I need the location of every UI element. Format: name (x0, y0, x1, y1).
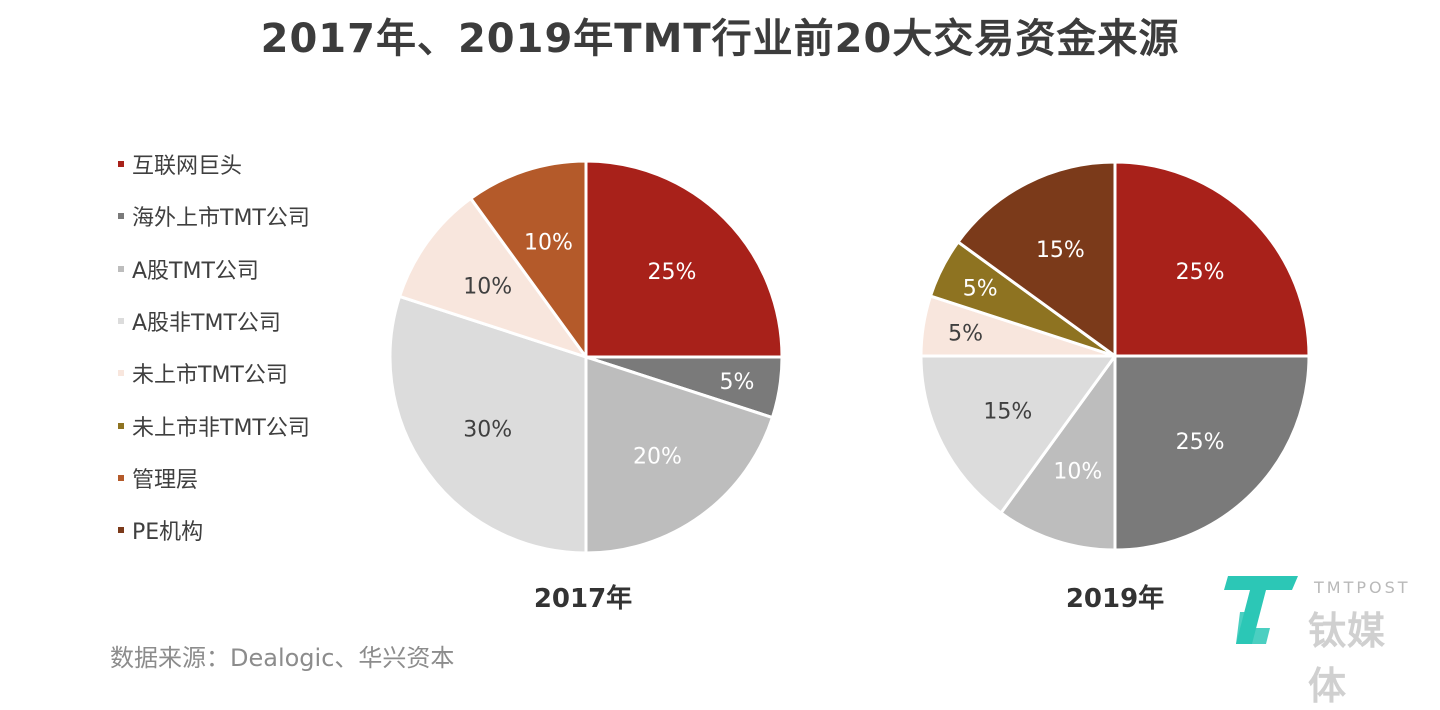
pie-slice-label: 10% (463, 275, 512, 300)
legend-item: A股非TMT公司 (118, 295, 310, 347)
legend-item: PE机构 (118, 504, 310, 556)
legend: 互联网巨头海外上市TMT公司 A股TMT公司 A股非TMT公司 未上市TMT公司 未上市… (118, 138, 310, 556)
pie-slice-label: 20% (633, 444, 682, 469)
legend-swatch (118, 527, 124, 534)
pie-slice-label: 30% (463, 417, 512, 442)
legend-label: 未上市TMT公司 (132, 363, 288, 389)
pie-2017: 25% 5% 20% 30% 10% 10% (388, 159, 784, 555)
pie-slice-label: 25% (647, 260, 696, 285)
legend-label: PE机构 (132, 520, 204, 546)
legend-swatch (118, 161, 124, 168)
legend-swatch (118, 422, 124, 429)
pie-2019-title: 2019年 (1065, 584, 1165, 614)
chart-title: 2017年、2019年TMT行业前20大交易资金来源 (260, 16, 1180, 62)
pie-slice-label: 5% (720, 370, 755, 395)
legend-item: 未上市非TMT公司 (118, 399, 310, 451)
pie-slice (998, 351, 1117, 552)
legend-swatch (118, 213, 124, 220)
pie-slice (397, 196, 590, 360)
legend-item: A股TMT公司 (118, 243, 310, 295)
pie-slice (1113, 160, 1311, 358)
legend-label: 互联网巨头 (132, 154, 243, 180)
legend-label: A股非TMT公司 (132, 311, 281, 337)
pie-2017-title: 2017年 (533, 584, 633, 614)
logo-text-en: TMTPOST (1314, 578, 1411, 597)
legend-swatch (118, 370, 124, 377)
pie-slice-label: 10% (1053, 459, 1102, 484)
pie-slice (468, 159, 588, 362)
pie-slice-label: 5% (948, 321, 983, 346)
pie-2019: 25% 25% 10% 15% 5% 5% 15% (919, 160, 1311, 552)
tmtpost-logo-icon (1224, 576, 1298, 644)
legend-item: 海外上市TMT公司 (118, 190, 310, 242)
pie-slice-label: 25% (1176, 260, 1225, 285)
source-note: 数据来源：Dealogic、华兴资本 (110, 644, 455, 672)
tmtpost-logo: TMTPOST 钛媒体 (1222, 572, 1422, 708)
legend-label: 管理层 (132, 467, 199, 493)
legend-item: 未上市TMT公司 (118, 347, 310, 399)
pie-slice (584, 159, 784, 359)
pie-slice-label: 5% (963, 276, 998, 301)
pie-slice (955, 160, 1117, 359)
pie-charts: 25% 5% 20% 30% 10% 10% 25% 25% 10% 15% 5% 5% 15% (388, 159, 1311, 555)
legend-label: 海外上市TMT公司 (132, 206, 310, 232)
pie-slice (919, 354, 1118, 516)
legend-label: 未上市非TMT公司 (132, 415, 310, 441)
legend-item: 管理层 (118, 452, 310, 504)
legend-label: A股TMT公司 (132, 258, 259, 284)
pie-slice (1113, 354, 1311, 552)
pie-slice-label: 15% (983, 400, 1032, 425)
logo-text-cn: 钛媒体 (1308, 609, 1387, 708)
pie-slice (388, 294, 588, 555)
pie-slice-label: 25% (1176, 430, 1225, 455)
legend-swatch (118, 474, 124, 481)
legend-item: 互联网巨头 (118, 138, 310, 190)
legend-swatch (118, 265, 124, 272)
legend-swatch (118, 318, 124, 325)
pie-slice-label: 10% (524, 230, 573, 255)
pie-slice-label: 15% (1036, 238, 1085, 263)
pie-slice (584, 354, 775, 555)
